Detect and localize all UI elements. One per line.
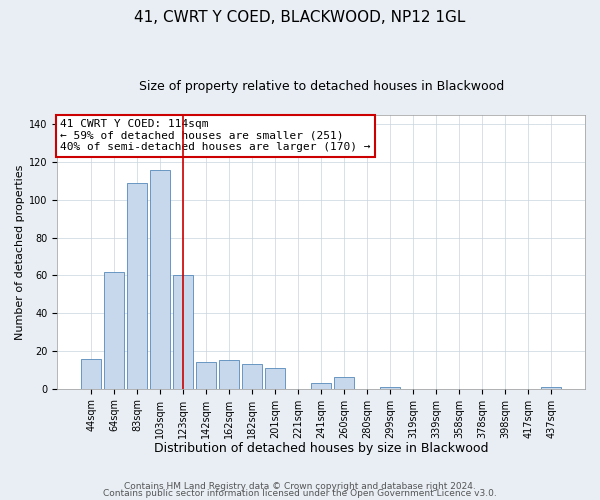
Bar	[242, 364, 262, 388]
Bar	[196, 362, 216, 388]
Bar	[265, 368, 285, 388]
Bar	[127, 183, 147, 388]
Text: 41 CWRT Y COED: 114sqm
← 59% of detached houses are smaller (251)
40% of semi-de: 41 CWRT Y COED: 114sqm ← 59% of detached…	[60, 119, 371, 152]
Bar	[82, 358, 101, 388]
Title: Size of property relative to detached houses in Blackwood: Size of property relative to detached ho…	[139, 80, 504, 93]
Text: Contains public sector information licensed under the Open Government Licence v3: Contains public sector information licen…	[103, 488, 497, 498]
Bar	[334, 378, 354, 388]
Text: Contains HM Land Registry data © Crown copyright and database right 2024.: Contains HM Land Registry data © Crown c…	[124, 482, 476, 491]
Y-axis label: Number of detached properties: Number of detached properties	[15, 164, 25, 340]
Text: 41, CWRT Y COED, BLACKWOOD, NP12 1GL: 41, CWRT Y COED, BLACKWOOD, NP12 1GL	[134, 10, 466, 25]
X-axis label: Distribution of detached houses by size in Blackwood: Distribution of detached houses by size …	[154, 442, 488, 455]
Bar	[104, 272, 124, 388]
Bar	[380, 387, 400, 388]
Bar	[173, 276, 193, 388]
Bar	[220, 360, 239, 388]
Bar	[311, 383, 331, 388]
Bar	[151, 170, 170, 388]
Bar	[541, 387, 561, 388]
